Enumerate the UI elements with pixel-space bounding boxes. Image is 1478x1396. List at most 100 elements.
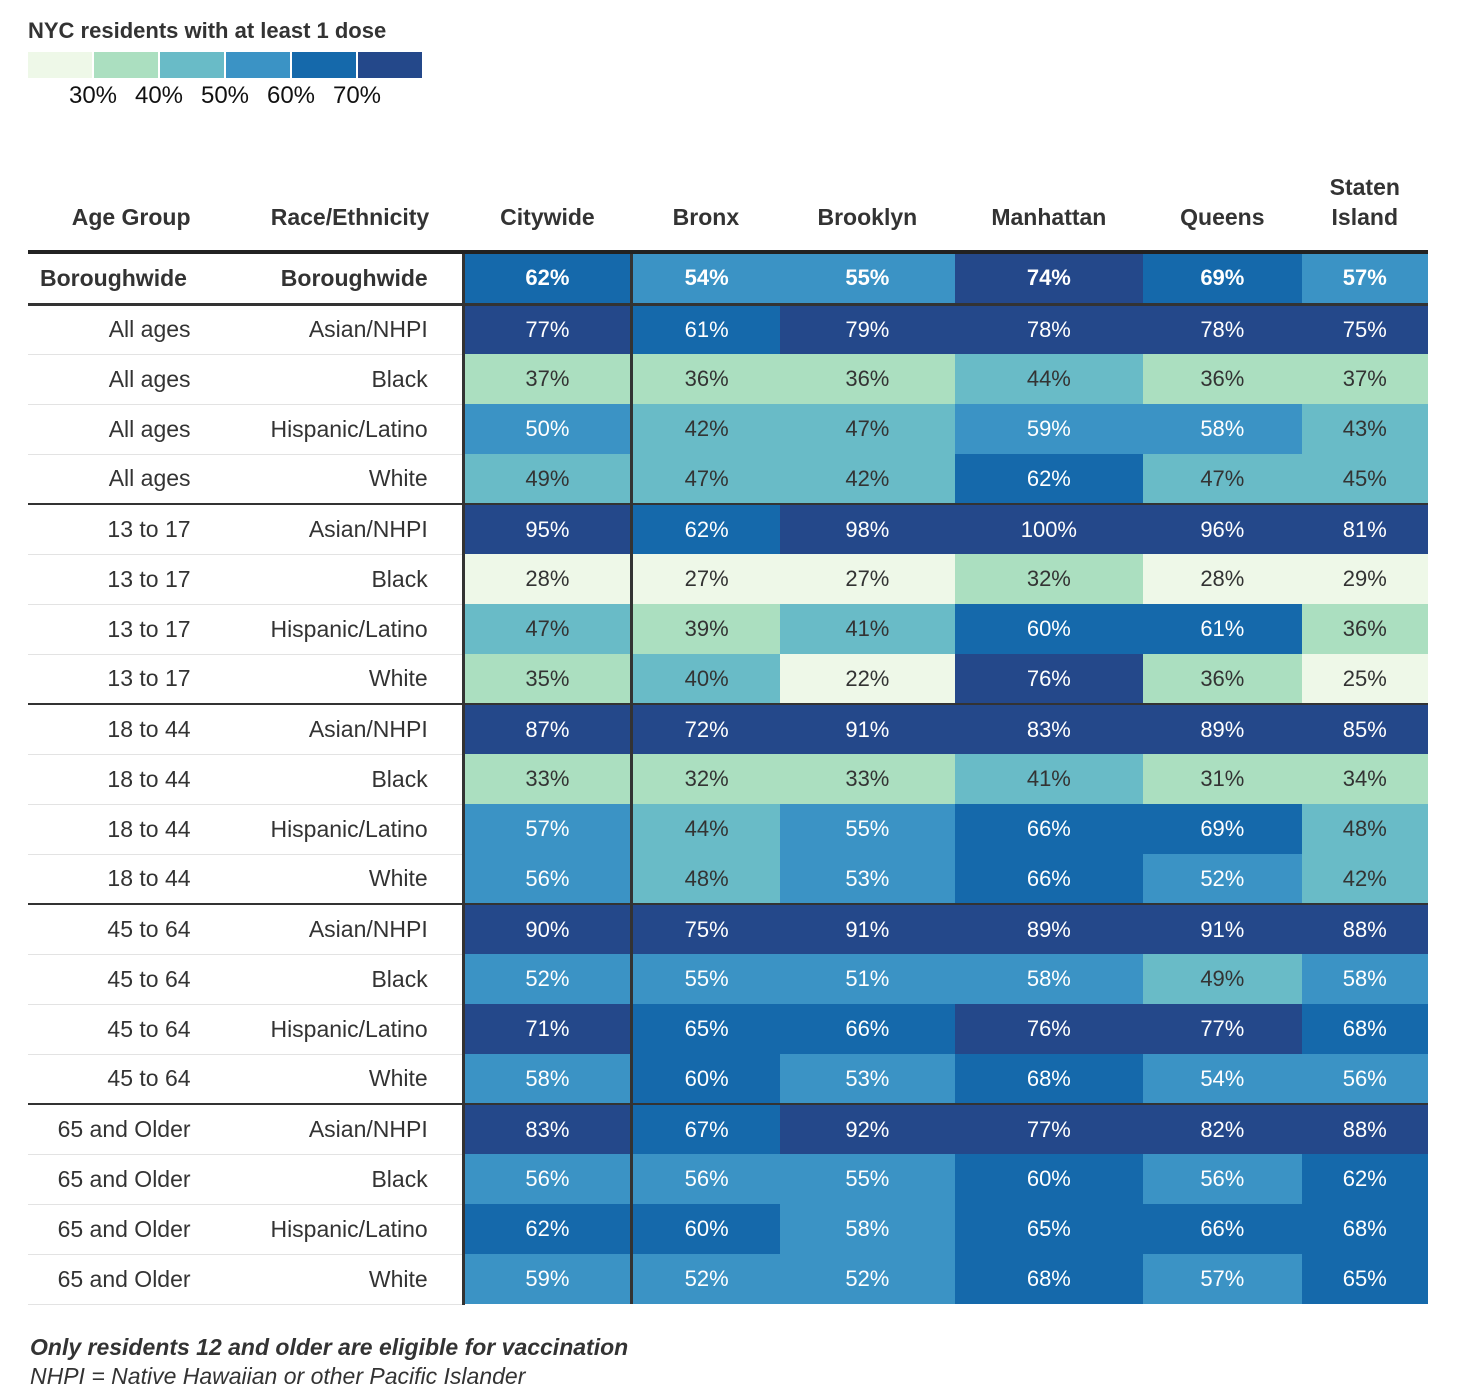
heatmap-cell: 39% <box>631 604 781 654</box>
heatmap-cell: 77% <box>461 304 634 354</box>
heatmap-cell: 55% <box>780 1154 955 1204</box>
table-row: 18 to 44 Hispanic/Latino 57% 44% 55% 66% 69% 48… <box>28 804 1428 855</box>
heatmap-cell: 52% <box>1143 854 1302 904</box>
heatmap-cell: 66% <box>954 804 1144 854</box>
heatmap-cell: 75% <box>631 904 781 954</box>
race-ethnicity-cell: Hispanic/Latino <box>224 1004 464 1055</box>
age-group-cell: 65 and Older <box>28 1204 225 1255</box>
race-ethnicity-cell: White <box>224 454 464 505</box>
heatmap-cell: 42% <box>780 454 955 504</box>
column-header: Staten Island <box>1302 150 1428 252</box>
age-group-cell: Boroughwide <box>40 264 187 291</box>
race-ethnicity-cell: Black <box>224 554 464 605</box>
column-header-line: Island <box>1331 204 1399 230</box>
heatmap-cell: 56% <box>1143 1154 1302 1204</box>
table-row: 18 to 44 White 56% 48% 53% 66% 52% 42% <box>28 854 1428 905</box>
race-ethnicity-cell: Hispanic/Latino <box>224 604 464 655</box>
column-header: Age Group <box>71 204 191 230</box>
heatmap-cell: 55% <box>631 954 781 1004</box>
race-ethnicity-cell: Hispanic/Latino <box>224 1204 464 1255</box>
column-header: Brooklyn <box>817 204 918 230</box>
heatmap-cell: 67% <box>631 1104 781 1154</box>
heatmap-cell: 54% <box>1143 1054 1302 1104</box>
heatmap-cell: 62% <box>631 504 781 554</box>
heatmap-cell: 58% <box>1301 954 1428 1004</box>
heatmap-cell: 66% <box>954 854 1144 904</box>
heatmap-cell: 100% <box>954 504 1144 554</box>
heatmap-cell: 32% <box>631 754 781 804</box>
heatmap-cell: 53% <box>780 1054 955 1104</box>
heatmap-cell: 61% <box>631 304 781 354</box>
heatmap-cell: 54% <box>631 252 781 304</box>
heatmap-cell: 49% <box>1143 954 1302 1004</box>
heatmap-cell: 76% <box>954 1004 1144 1054</box>
heatmap-cell: 92% <box>780 1104 955 1154</box>
table-row: All ages Asian/NHPI 77% 61% 79% 78% 78% 75% <box>28 304 1428 355</box>
legend-swatch <box>226 52 290 78</box>
heatmap-cell: 36% <box>780 354 955 404</box>
heatmap-cell: 33% <box>780 754 955 804</box>
heatmap-cell: 47% <box>461 604 634 654</box>
table-row: 45 to 64 Asian/NHPI 90% 75% 91% 89% 91% 88% <box>28 904 1428 955</box>
race-ethnicity-cell: Asian/NHPI <box>224 1104 464 1155</box>
legend-swatches <box>28 52 428 78</box>
heatmap-cell: 27% <box>780 554 955 604</box>
heatmap-cell: 47% <box>631 454 781 504</box>
table-row: 18 to 44 Asian/NHPI 87% 72% 91% 83% 89% 85% <box>28 704 1428 755</box>
age-group-cell: 65 and Older <box>28 1154 225 1205</box>
legend-swatch <box>94 52 158 78</box>
heatmap-cell: 72% <box>631 704 781 754</box>
table-row: 45 to 64 White 58% 60% 53% 68% 54% 56% <box>28 1054 1428 1105</box>
heatmap-cell: 28% <box>461 554 634 604</box>
heatmap-cell: 27% <box>631 554 781 604</box>
table-row: 13 to 17 Hispanic/Latino 47% 39% 41% 60% 61% 36… <box>28 604 1428 655</box>
heatmap-cell: 60% <box>954 1154 1144 1204</box>
heatmap-cell: 57% <box>461 804 634 854</box>
heatmap-cell: 88% <box>1301 1104 1428 1154</box>
heatmap-cell: 61% <box>1143 604 1302 654</box>
table-row: All ages White 49% 47% 42% 62% 47% 45% <box>28 454 1428 505</box>
heatmap-cell: 59% <box>954 404 1144 454</box>
boroughwide-row: Boroughwide Boroughwide 62% 54% 55% 74% 69% 57% <box>28 252 1428 304</box>
heatmap-cell: 96% <box>1143 504 1302 554</box>
heatmap-cell: 91% <box>780 904 955 954</box>
heatmap-cell: 43% <box>1301 404 1428 454</box>
race-ethnicity-cell: Black <box>224 354 464 405</box>
race-ethnicity-cell: Asian/NHPI <box>224 704 464 755</box>
nhpi-note: NHPI = Native Hawaiian or other Pacific … <box>30 1363 526 1389</box>
heatmap-cell: 68% <box>954 1054 1144 1104</box>
column-header: Manhattan <box>991 204 1107 230</box>
heatmap-cell: 48% <box>1301 804 1428 854</box>
age-group-cell: 13 to 17 <box>28 554 225 605</box>
heatmap-cell: 49% <box>461 454 634 504</box>
heatmap-cell: 60% <box>631 1054 781 1104</box>
age-group-cell: 45 to 64 <box>28 954 225 1005</box>
table-row: 65 and Older Black 56% 56% 55% 60% 56% 62% <box>28 1154 1428 1205</box>
age-group-cell: 18 to 44 <box>28 704 225 755</box>
heatmap-cell: 31% <box>1143 754 1302 804</box>
heatmap-cell: 65% <box>1301 1254 1428 1304</box>
race-ethnicity-cell: White <box>224 854 464 905</box>
heatmap-cell: 90% <box>461 904 634 954</box>
column-header-line: Staten <box>1329 174 1400 200</box>
legend-swatch <box>160 52 224 78</box>
heatmap-cell: 91% <box>780 704 955 754</box>
heatmap-cell: 50% <box>461 404 634 454</box>
heatmap-cell: 55% <box>780 804 955 854</box>
heatmap-cell: 36% <box>1143 354 1302 404</box>
heatmap-cell: 74% <box>954 252 1144 304</box>
heatmap-cell: 85% <box>1301 704 1428 754</box>
table-row: 45 to 64 Hispanic/Latino 71% 65% 66% 76% 77% 68… <box>28 1004 1428 1055</box>
heatmap-cell: 95% <box>461 504 634 554</box>
heatmap-body: Boroughwide Boroughwide 62% 54% 55% 74% 69% 57%… <box>28 252 1428 1305</box>
heatmap-cell: 28% <box>1143 554 1302 604</box>
heatmap-cell: 52% <box>631 1254 781 1304</box>
table-row: All ages Hispanic/Latino 50% 42% 47% 59% 58% 43… <box>28 404 1428 455</box>
race-ethnicity-cell: Asian/NHPI <box>224 504 464 555</box>
heatmap-cell: 57% <box>1301 252 1428 304</box>
heatmap-cell: 83% <box>461 1104 634 1154</box>
heatmap-cell: 62% <box>954 454 1144 504</box>
heatmap-cell: 42% <box>631 404 781 454</box>
heatmap-cell: 37% <box>1301 354 1428 404</box>
race-ethnicity-cell: Black <box>224 954 464 1005</box>
